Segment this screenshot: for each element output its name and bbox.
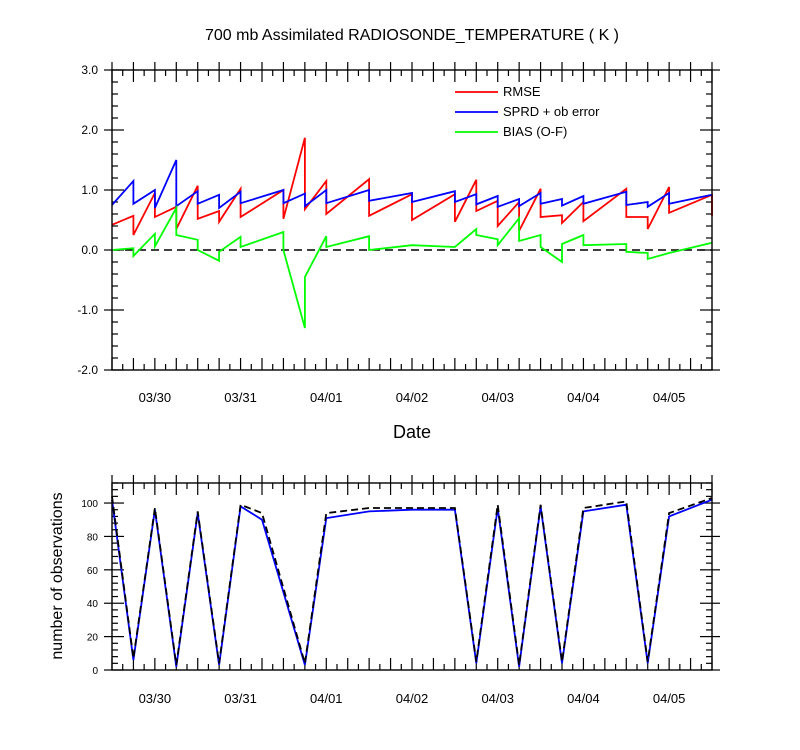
top-x-tick-label: 04/05 xyxy=(653,390,686,405)
chart-title: 700 mb Assimilated RADIOSONDE_TEMPERATUR… xyxy=(205,27,619,44)
bottom-x-tick-label: 03/30 xyxy=(139,691,172,706)
top-y-axis: -2.0 -1.0 0.0 1.0 2.0 3.0 xyxy=(77,63,720,377)
top-x-tick-label: 04/01 xyxy=(310,390,343,405)
top-y-tick-label: 3.0 xyxy=(81,63,98,77)
top-x-tick-label: 04/03 xyxy=(481,390,514,405)
legend: RMSE SPRD + ob error BIAS (O-F) xyxy=(455,84,600,139)
top-series-sprd-ob-error xyxy=(111,159,713,210)
top-series-group xyxy=(111,137,713,329)
top-y-tick-label: -2.0 xyxy=(77,363,98,377)
bottom-y-tick-label: 0 xyxy=(92,666,98,677)
top-x-tick-label: 04/04 xyxy=(567,390,600,405)
top-series-rmse xyxy=(111,137,713,236)
top-x-tick-label: 03/31 xyxy=(224,390,257,405)
bottom-plot-area: 0 20 40 60 80 100 03/30 03/31 04/01 04/02 04/03 04… xyxy=(81,475,720,706)
bottom-series-observations-possible xyxy=(111,496,713,666)
legend-label-rmse: RMSE xyxy=(503,84,541,99)
y-axis-title-observations: number of observations xyxy=(49,492,66,659)
top-plot-frame xyxy=(111,69,713,371)
bottom-y-tick-label: 100 xyxy=(81,499,98,510)
bottom-x-axis: 03/30 03/31 04/01 04/02 04/03 04/04 04/05 xyxy=(111,475,713,706)
bottom-x-tick-label: 03/31 xyxy=(224,691,257,706)
bottom-y-tick-label: 60 xyxy=(87,566,99,577)
bottom-x-tick-label: 04/02 xyxy=(396,691,429,706)
bottom-y-tick-label: 40 xyxy=(87,599,99,610)
top-y-tick-label: 2.0 xyxy=(81,123,98,137)
legend-label-sprd: SPRD + ob error xyxy=(503,104,600,119)
top-x-tick-label: 04/02 xyxy=(396,390,429,405)
top-series-bias-o-f- xyxy=(111,204,713,329)
bottom-x-tick-label: 04/01 xyxy=(310,691,343,706)
legend-item-bias: BIAS (O-F) xyxy=(455,124,567,139)
top-y-tick-label: 0.0 xyxy=(81,243,98,257)
bottom-y-tick-label: 80 xyxy=(87,532,99,543)
legend-label-bias: BIAS (O-F) xyxy=(503,124,567,139)
bottom-x-tick-label: 04/03 xyxy=(481,691,514,706)
bottom-series-group xyxy=(111,496,713,667)
bottom-plot-frame xyxy=(111,482,713,671)
top-x-tick-label: 03/30 xyxy=(139,390,172,405)
legend-item-sprd: SPRD + ob error xyxy=(455,104,600,119)
top-y-tick-label: 1.0 xyxy=(81,183,98,197)
legend-item-rmse: RMSE xyxy=(455,84,541,99)
bottom-x-tick-label: 04/05 xyxy=(653,691,686,706)
top-y-tick-label: -1.0 xyxy=(77,303,98,317)
top-x-axis: 03/30 03/31 04/01 04/02 04/03 04/04 04/05 xyxy=(111,62,713,405)
bottom-y-tick-label: 20 xyxy=(87,633,99,644)
bottom-y-axis: 0 20 40 60 80 100 xyxy=(81,482,720,677)
x-axis-title: Date xyxy=(393,422,431,442)
bottom-series-observations-assimilated xyxy=(111,498,713,667)
top-plot-area: -2.0 -1.0 0.0 1.0 2.0 3.0 03/30 03/31 04/01 04/0… xyxy=(77,62,720,405)
bottom-x-tick-label: 04/04 xyxy=(567,691,600,706)
